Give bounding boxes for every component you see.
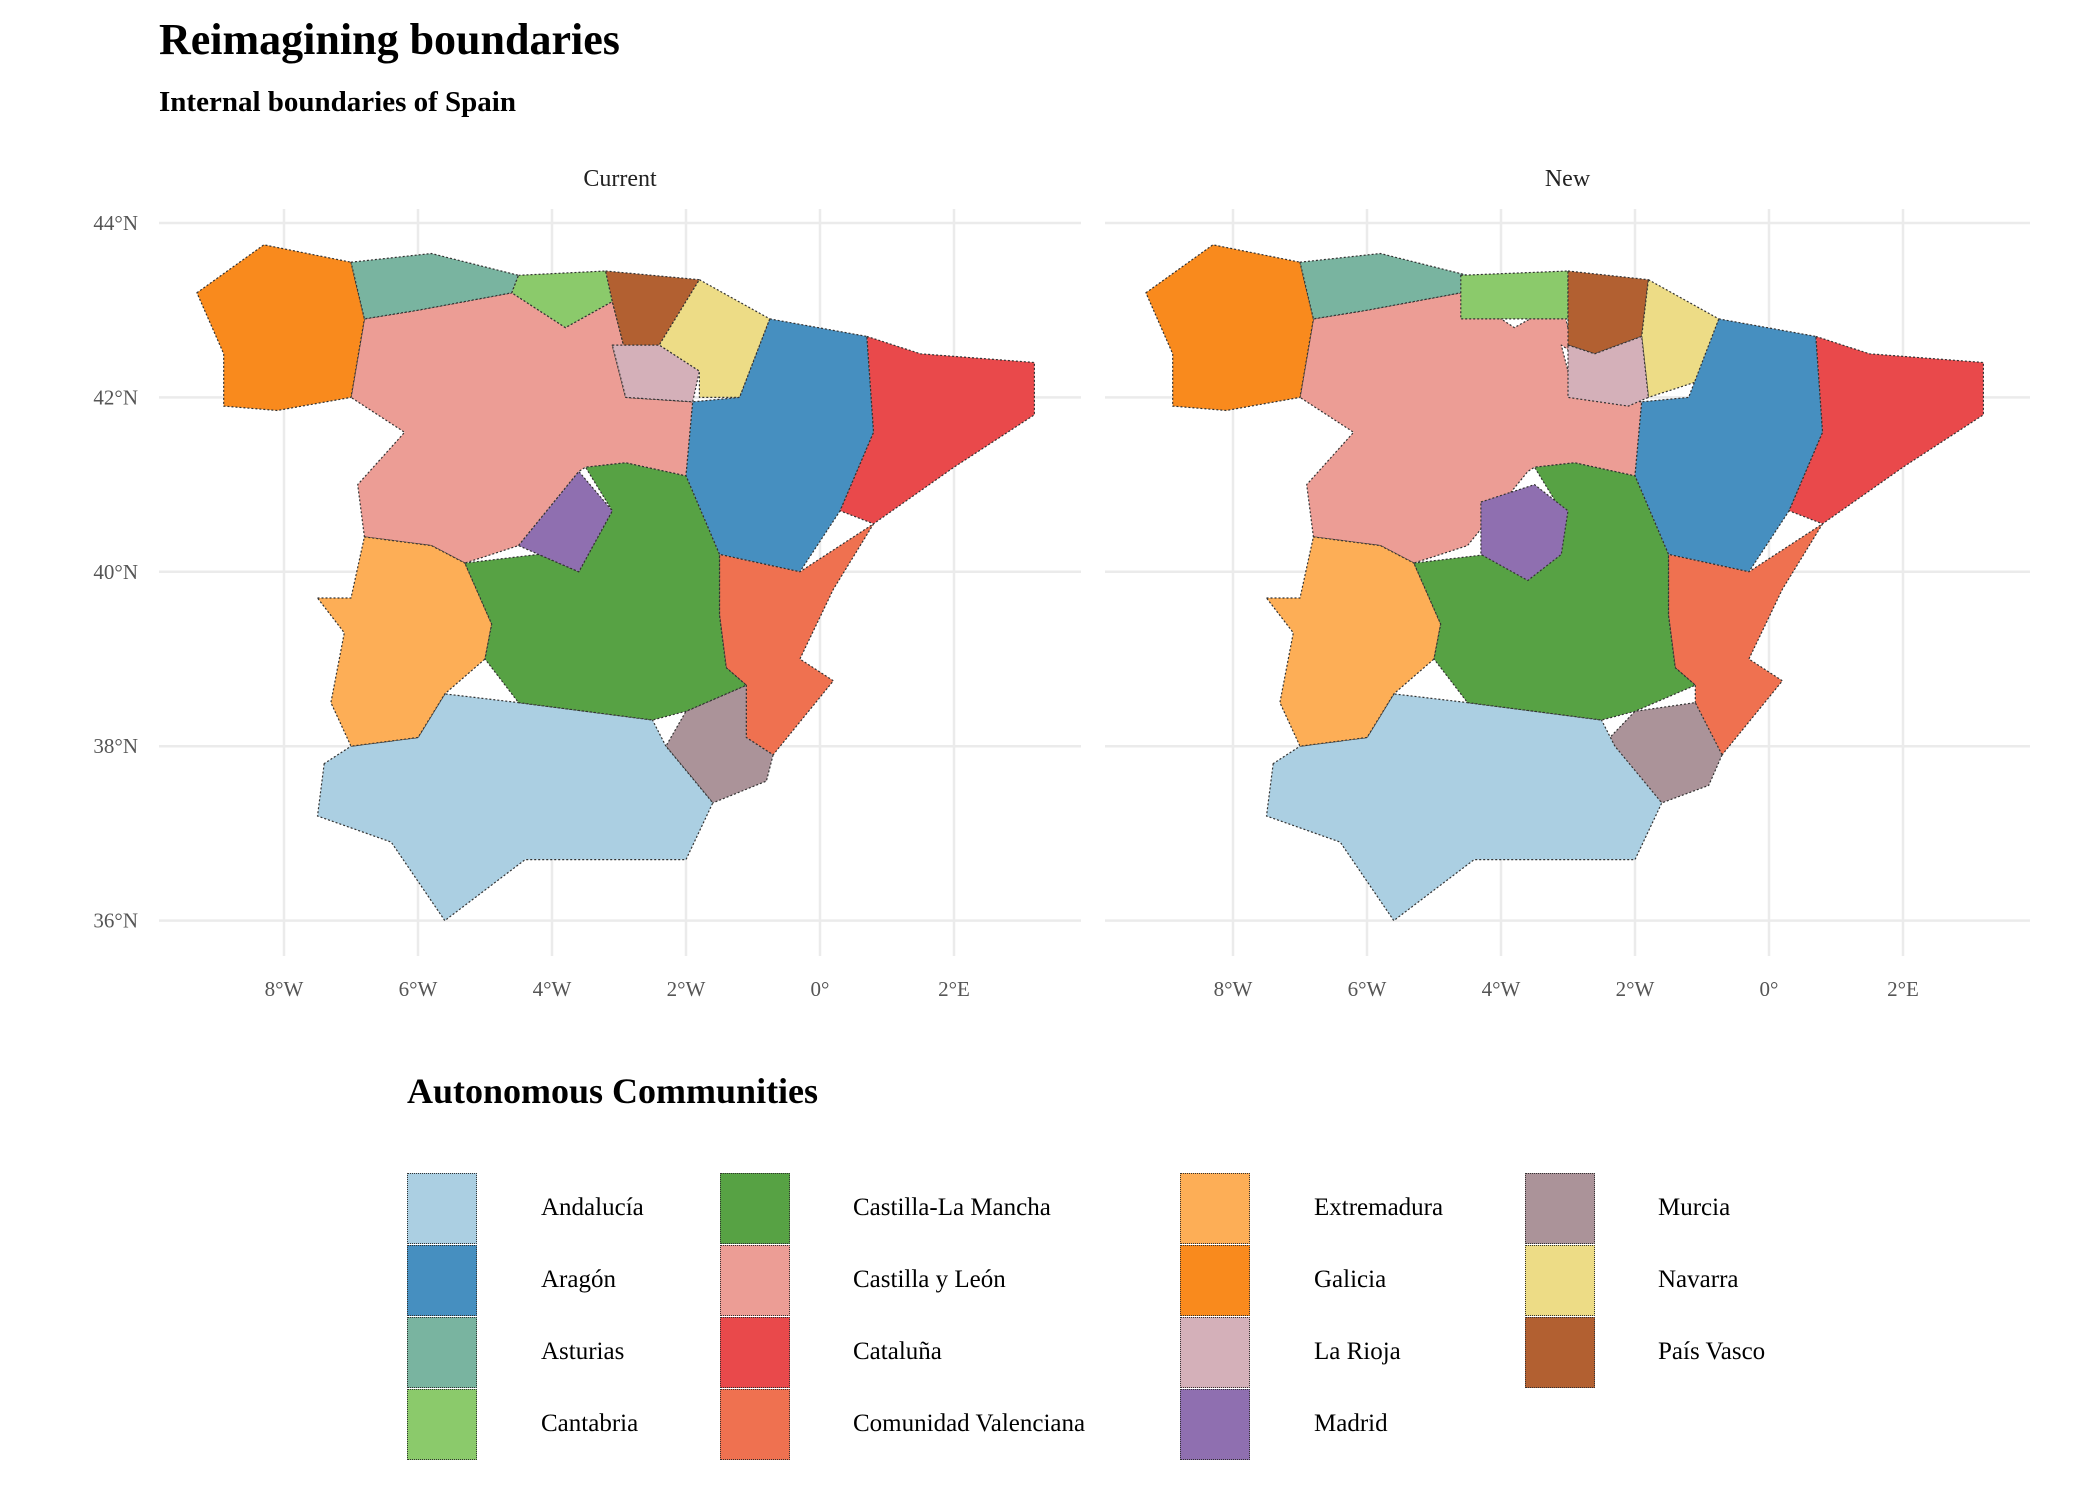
legend-label: Murcia [1658,1194,1731,1221]
region-pais-vasco [1567,270,1650,355]
region-castilla-y-leon [350,292,694,564]
legend-key-cantabria [407,1389,477,1460]
legend-key-aragon [407,1245,477,1316]
map-panels: Current 8°W 6°W 4°W 2°W 0° 2°E 36°N 38°N 40°N 42°N… [93,166,2030,1001]
panel-current: Current 8°W 6°W 4°W 2°W 0° 2°E 36°N 38°N 40°N 42°N… [93,166,1081,1001]
x-tick-label: 6°W [1348,977,1387,1001]
y-tick-label: 42°N [93,385,138,409]
legend-label: Castilla-La Mancha [853,1194,1051,1221]
region-cataluna [839,335,1036,525]
legend-label: Extremadura [1314,1194,1444,1221]
x-tick-label: 2°E [938,977,970,1001]
legend-label: Aragón [541,1266,616,1293]
x-tick-label: 4°W [1482,977,1521,1001]
region-galicia [1145,244,1315,412]
y-tick-label: 36°N [93,909,138,933]
region-cantabria [1460,270,1569,320]
region-andalucia [316,693,714,922]
legend-label: Castilla y León [853,1266,1006,1293]
region-murcia [1600,701,1723,804]
region-extremadura [1265,536,1442,747]
region-cantabria [511,270,613,329]
legend-label: Cataluña [853,1338,942,1365]
legend-key-navarra [1525,1245,1595,1316]
legend-key-comunidad-valenciana [720,1389,790,1460]
x-tick-label: 8°W [1214,977,1253,1001]
panel-label: New [1545,166,1591,192]
chart-title: Reimagining boundaries [159,15,620,64]
legend-key-madrid [1180,1389,1250,1460]
panel-label: Current [583,166,657,192]
region-castilla-y-leon [1299,292,1643,564]
region-la-rioja [611,344,701,403]
region-murcia [665,684,774,804]
region-madrid [517,470,613,573]
y-tick-label: 38°N [93,734,138,758]
x-tick-label: 0° [1760,977,1779,1001]
y-tick-label: 40°N [93,560,138,584]
x-tick-label: 2°E [1887,977,1919,1001]
legend-label: La Rioja [1314,1338,1401,1365]
chart-subtitle: Internal boundaries of Spain [159,86,516,118]
region-cataluna [1788,335,1985,525]
region-extremadura [316,536,493,747]
legend-label: Asturias [541,1338,625,1365]
legend-key-castilla-y-leon [720,1245,790,1316]
region-comunidad-valenciana [1667,523,1824,756]
legend-key-cataluna [720,1317,790,1388]
region-galicia [196,244,365,412]
region-la-rioja [1567,335,1650,407]
legend-title: Autonomous Communities [407,1071,819,1111]
x-tick-label: 2°W [667,977,706,1001]
legend-label: Andalucía [541,1194,644,1221]
legend-label: Madrid [1314,1410,1388,1437]
region-aragon [1634,318,1824,573]
legend-label: Cantabria [541,1410,639,1437]
legend-label: País Vasco [1658,1338,1766,1365]
legend-key-la-rioja [1180,1317,1250,1388]
panel-new: New 8°W 6°W 4°W 2°W 0° 2°E [1105,166,2030,1001]
region-aragon [685,318,875,573]
legend-key-galicia [1180,1245,1250,1316]
legend-key-andalucia [407,1173,477,1244]
legend-key-pais-vasco [1525,1317,1595,1388]
x-tick-label: 8°W [265,977,304,1001]
x-tick-label: 6°W [399,977,438,1001]
legend-key-castilla-la-mancha [720,1173,790,1244]
y-tick-label: 44°N [93,211,138,235]
legend-key-extremadura [1180,1173,1250,1244]
x-tick-label: 2°W [1616,977,1655,1001]
legend-label: Navarra [1658,1266,1739,1293]
x-tick-label: 4°W [533,977,572,1001]
legend-label: Galicia [1314,1266,1387,1293]
x-tick-label: 0° [811,977,830,1001]
legend-key-murcia [1525,1173,1595,1244]
legend-key-asturias [407,1317,477,1388]
region-comunidad-valenciana [718,523,875,756]
region-madrid [1480,484,1569,582]
legend-label: Comunidad Valenciana [853,1410,1086,1437]
